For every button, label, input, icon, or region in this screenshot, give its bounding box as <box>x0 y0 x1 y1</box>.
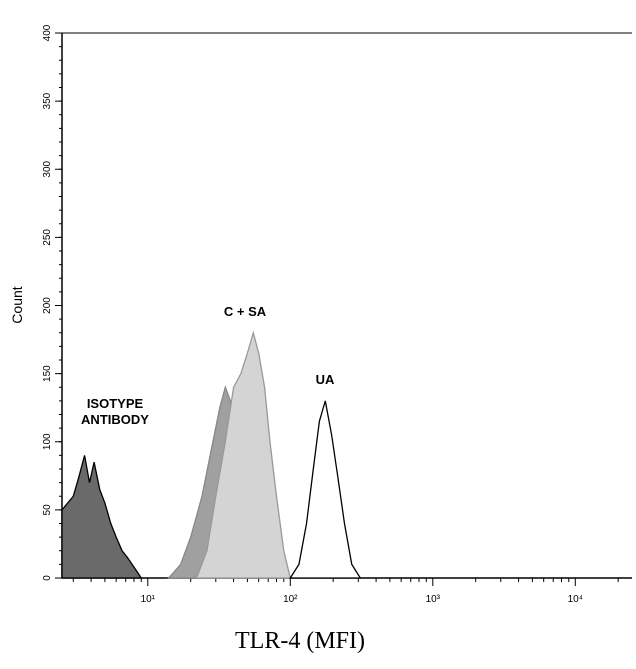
histogram-area <box>61 455 143 579</box>
y-tick-label: 250 <box>42 229 53 246</box>
y-tick-label: 400 <box>42 24 53 41</box>
x-tick-label: 10² <box>283 594 298 605</box>
y-tick-label: 100 <box>42 433 53 450</box>
x-axis-label: TLR-4 (MFI) <box>235 628 365 654</box>
x-tick-label: 10¹ <box>141 594 156 605</box>
y-tick-label: 0 <box>42 575 53 581</box>
y-axis-label: Count <box>9 286 25 323</box>
x-tick-label: 10³ <box>426 594 441 605</box>
histogram-area <box>289 400 362 579</box>
x-tick-label: 10⁴ <box>568 594 583 605</box>
series-label: ISOTYPE ANTIBODY <box>81 396 149 427</box>
series-label: C + SA <box>223 304 267 319</box>
y-tick-label: 50 <box>42 504 53 516</box>
y-tick-label: 200 <box>42 297 53 314</box>
series-label: UA <box>315 372 335 387</box>
y-tick-label: 150 <box>42 365 53 382</box>
y-tick-label: 350 <box>42 92 53 109</box>
y-tick-label: 300 <box>42 160 53 177</box>
histogram-area <box>195 330 292 579</box>
